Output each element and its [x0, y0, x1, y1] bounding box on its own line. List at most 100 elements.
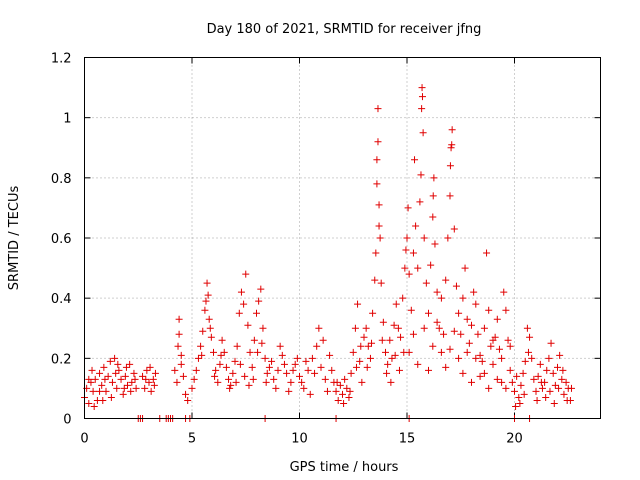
data-point: [291, 360, 299, 368]
data-point: [343, 384, 351, 392]
data-point: [206, 324, 214, 332]
data-point: [405, 348, 413, 356]
data-point: [450, 225, 458, 233]
data-point: [179, 372, 187, 380]
data-point: [90, 402, 98, 410]
data-point: [512, 402, 520, 410]
data-point: [101, 375, 109, 383]
data-point: [351, 324, 359, 332]
data-point: [236, 360, 244, 368]
data-point: [276, 342, 284, 350]
data-point: [317, 363, 325, 371]
data-point: [470, 288, 478, 296]
data-point: [463, 315, 471, 323]
data-point: [485, 384, 493, 392]
data-point: [173, 378, 181, 386]
x-axis-label: GPS time / hours: [290, 460, 399, 475]
data-point: [383, 369, 391, 377]
data-point: [283, 369, 291, 377]
data-point: [190, 375, 198, 383]
data-point: [500, 288, 508, 296]
data-point: [100, 363, 108, 371]
data-point: [440, 330, 448, 338]
data-point: [459, 369, 467, 377]
data-point: [523, 324, 531, 332]
data-point: [480, 369, 488, 377]
data-point: [304, 366, 312, 374]
data-point: [227, 381, 235, 389]
data-point: [379, 318, 387, 326]
x-tick-label: 15: [399, 432, 416, 447]
data-point: [489, 360, 497, 368]
data-point: [298, 378, 306, 386]
data-point: [177, 360, 185, 368]
data-point: [414, 360, 422, 368]
data-point: [347, 369, 355, 377]
data-point: [102, 387, 110, 395]
data-point: [463, 348, 471, 356]
data-point: [198, 351, 206, 359]
data-point: [448, 126, 456, 134]
data-point: [111, 354, 119, 362]
data-point: [328, 366, 336, 374]
data-point: [262, 378, 270, 386]
data-point: [130, 369, 138, 377]
y-tick-label: 0.6: [51, 232, 72, 247]
data-point: [446, 162, 454, 170]
data-point: [427, 261, 435, 269]
data-point: [418, 84, 426, 92]
data-point: [244, 321, 252, 329]
data-point: [378, 336, 386, 344]
data-point: [204, 291, 212, 299]
data-point: [376, 234, 384, 242]
data-point: [202, 297, 210, 305]
data-point: [414, 264, 422, 272]
data-point: [315, 324, 323, 332]
data-point: [457, 330, 465, 338]
data-point: [417, 171, 425, 179]
data-point: [321, 375, 329, 383]
data-point: [197, 342, 205, 350]
data-point: [120, 384, 128, 392]
x-tick-label: 5: [188, 432, 196, 447]
data-point: [418, 93, 426, 101]
data-point: [391, 351, 399, 359]
data-point: [390, 321, 398, 329]
data-point: [418, 105, 426, 113]
data-point: [216, 360, 224, 368]
data-point: [114, 360, 122, 368]
data-point: [96, 369, 104, 377]
data-point: [369, 309, 377, 317]
data-point: [285, 387, 293, 395]
data-point: [478, 357, 486, 365]
data-point: [420, 234, 428, 242]
data-point: [388, 354, 396, 362]
data-point: [472, 300, 480, 308]
data-point: [235, 309, 243, 317]
data-point: [532, 387, 540, 395]
y-tick-label: 1.2: [51, 52, 72, 67]
data-point: [203, 279, 211, 287]
data-point: [341, 375, 349, 383]
data-point: [419, 129, 427, 137]
data-point: [308, 354, 316, 362]
data-point: [545, 354, 553, 362]
data-point: [104, 372, 112, 380]
data-point: [356, 357, 364, 365]
data-point: [386, 336, 394, 344]
data-point: [559, 366, 567, 374]
data-point: [177, 351, 185, 359]
data-point: [543, 366, 551, 374]
data-point: [506, 366, 514, 374]
data-point: [345, 393, 353, 401]
data-point: [210, 348, 217, 356]
data-point: [115, 366, 123, 374]
data-point: [265, 363, 273, 371]
data-point: [551, 381, 559, 389]
data-point: [352, 363, 360, 371]
data-point: [175, 315, 183, 323]
data-point: [300, 384, 308, 392]
data-point: [502, 306, 510, 314]
data-point: [85, 399, 93, 407]
data-point: [142, 375, 150, 383]
